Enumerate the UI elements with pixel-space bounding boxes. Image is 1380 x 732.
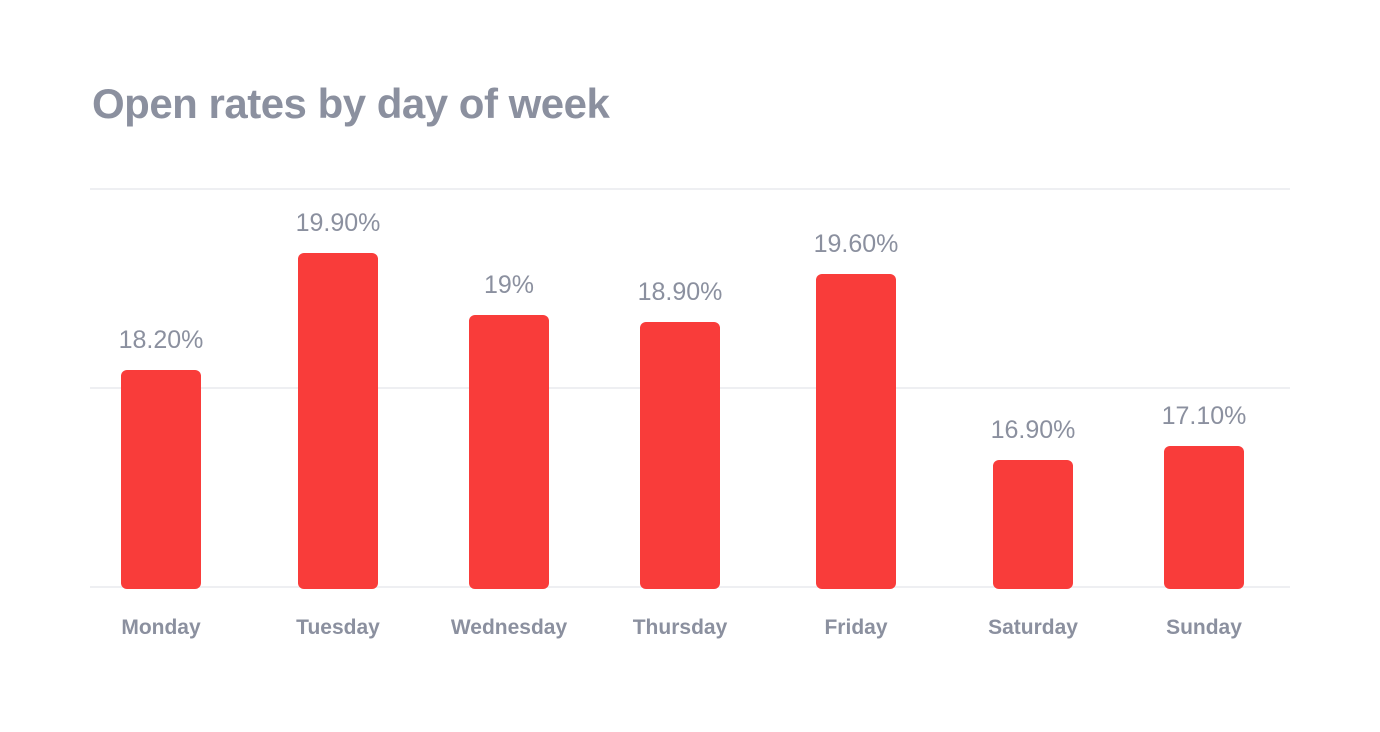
bar-thursday: [640, 322, 720, 589]
chart-title: Open rates by day of week: [92, 80, 610, 127]
category-label-friday: Friday: [824, 616, 888, 639]
category-label-saturday: Saturday: [988, 616, 1078, 639]
value-label-monday: 18.20%: [118, 326, 204, 354]
value-label-thursday: 18.90%: [637, 278, 723, 306]
value-label-friday: 19.60%: [813, 230, 899, 258]
category-label-wednesday: Wednesday: [450, 616, 568, 639]
bar-friday: [816, 274, 896, 589]
bar-monday: [121, 370, 201, 589]
value-label-wednesday: 19%: [483, 271, 535, 299]
value-label-saturday: 16.90%: [990, 416, 1076, 444]
gridline-top: [90, 188, 1290, 190]
category-label-sunday: Sunday: [1166, 616, 1242, 639]
bar-sunday: [1164, 446, 1244, 589]
value-label-sunday: 17.10%: [1161, 402, 1247, 430]
bar-tuesday: [298, 253, 378, 589]
bar-wednesday: [469, 315, 549, 589]
bar-saturday: [993, 460, 1073, 589]
category-label-monday: Monday: [121, 616, 201, 639]
category-label-tuesday: Tuesday: [296, 616, 380, 639]
value-label-tuesday: 19.90%: [295, 209, 381, 237]
category-label-thursday: Thursday: [632, 616, 728, 639]
